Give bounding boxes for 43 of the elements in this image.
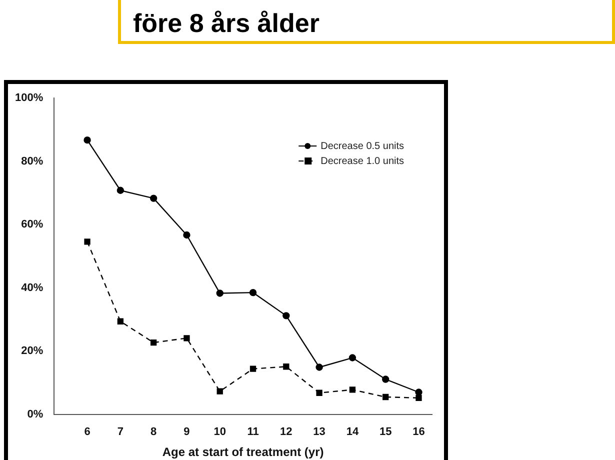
point <box>382 394 389 400</box>
y-tick-label: 20% <box>21 345 44 358</box>
point <box>150 340 157 346</box>
point <box>249 288 257 296</box>
x-axis-title: Age at start of treatment (yr) <box>162 445 324 460</box>
x-tick-label: 11 <box>247 426 259 438</box>
point <box>349 386 356 393</box>
x-tick-label: 16 <box>412 426 425 438</box>
y-tick-label: 60% <box>21 218 44 231</box>
point <box>216 290 224 297</box>
point <box>184 335 190 342</box>
point <box>117 318 124 324</box>
legend-label: Decrease 1.0 units <box>320 156 404 167</box>
x-tick-label: 9 <box>184 426 190 438</box>
point <box>282 312 290 320</box>
y-tick-label: 80% <box>21 155 44 168</box>
legend-label: Decrease 0.5 units <box>320 140 404 152</box>
point <box>250 366 256 372</box>
x-tick-label: 15 <box>379 426 392 438</box>
point <box>150 194 158 202</box>
y-tick-label: 40% <box>21 282 44 294</box>
chart-title: före 8 års ålder <box>118 0 615 44</box>
point <box>415 388 422 396</box>
point <box>382 376 390 383</box>
point <box>183 231 190 239</box>
point <box>316 390 322 396</box>
point <box>116 186 124 194</box>
x-tick-label: 13 <box>313 426 326 438</box>
point <box>283 364 290 370</box>
x-tick-label: 14 <box>346 426 360 438</box>
x-tick-label: 7 <box>117 426 124 438</box>
point <box>316 364 323 371</box>
x-tick-label: 12 <box>280 426 292 438</box>
point <box>84 238 90 245</box>
x-tick-label: 10 <box>214 426 226 438</box>
point <box>216 388 223 394</box>
y-tick-label: 100% <box>14 92 44 104</box>
x-tick-label: 8 <box>150 426 157 438</box>
y-tick-label: 0% <box>27 408 44 420</box>
point <box>348 354 356 362</box>
x-tick-label: 6 <box>84 426 90 438</box>
point <box>84 136 91 144</box>
point <box>416 394 422 402</box>
